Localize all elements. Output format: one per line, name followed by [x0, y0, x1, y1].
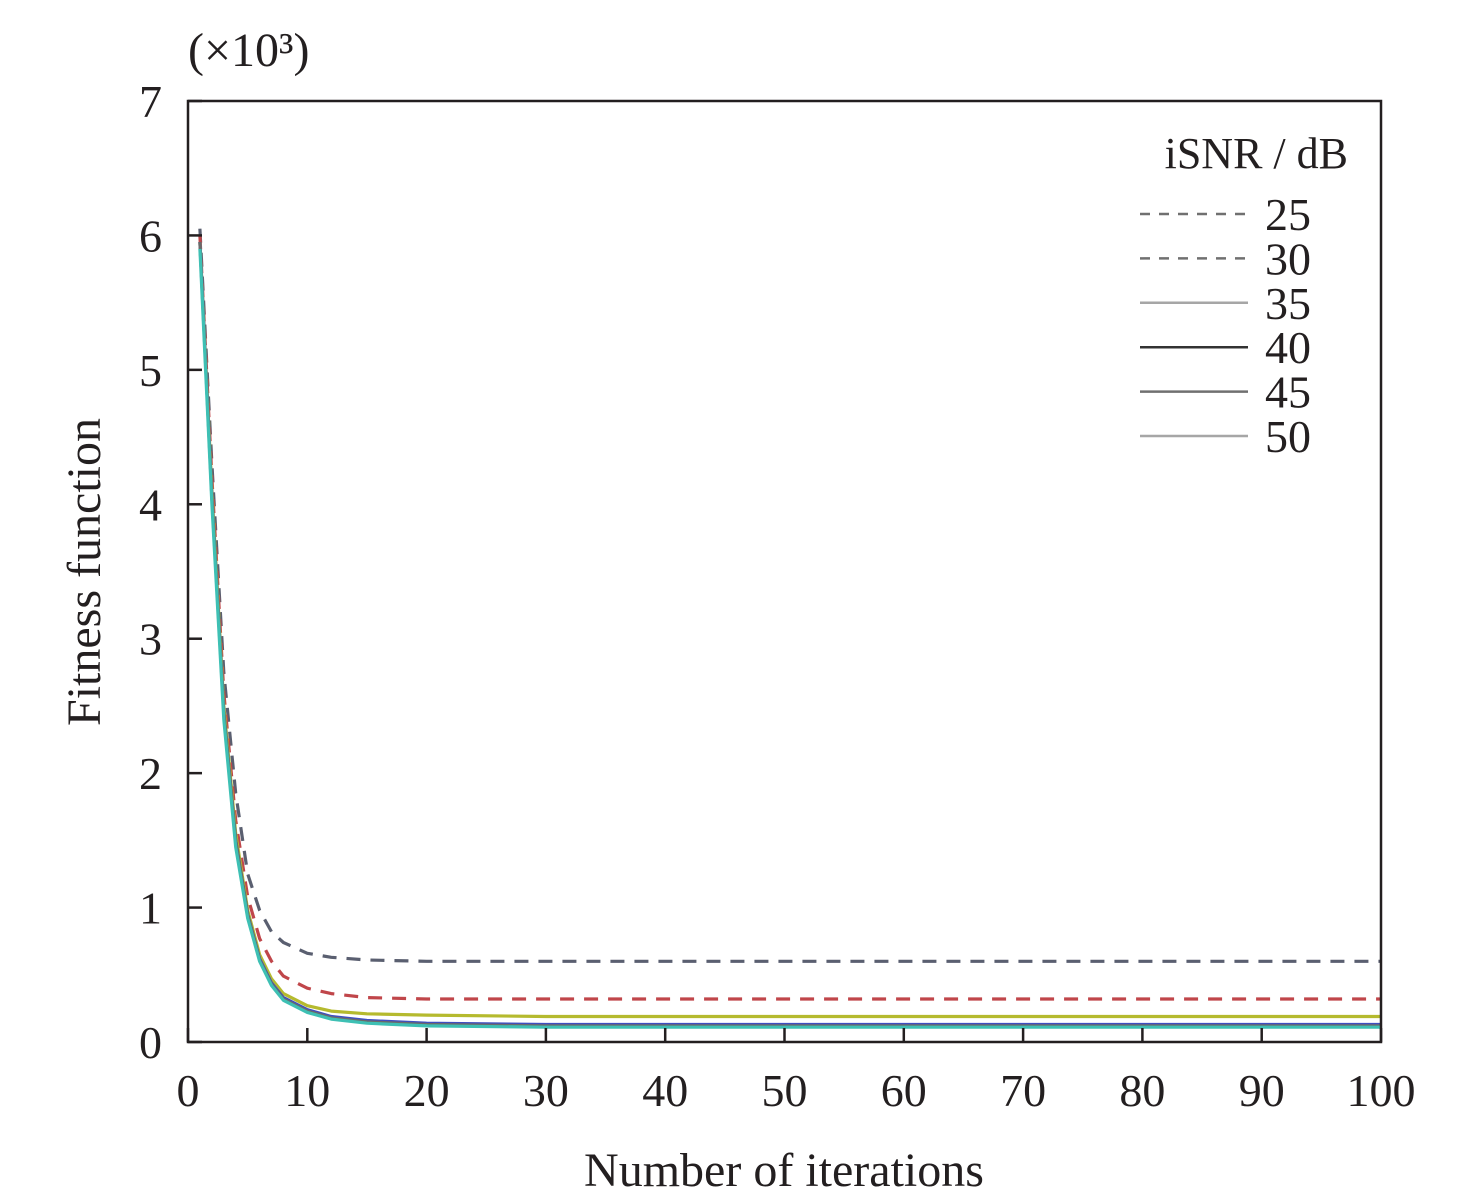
- series-line-35: [198, 242, 1381, 1019]
- y-tick-label: 5: [139, 345, 162, 396]
- x-tick-label: 90: [1239, 1065, 1285, 1116]
- y-tick-label: 3: [139, 614, 162, 665]
- x-tick-label: 40: [642, 1065, 688, 1116]
- y-axis-multiplier: (×10³): [188, 24, 309, 77]
- y-tick-label: 4: [139, 479, 162, 530]
- legend-label-30: 30: [1265, 233, 1311, 284]
- y-tick-label: 0: [139, 1017, 162, 1068]
- series-line-25: [198, 228, 1381, 963]
- y-axis-ticks: 0 1 2 3 4 5 6 7: [139, 76, 202, 1068]
- x-tick-label: 60: [881, 1065, 927, 1116]
- x-tick-label: 70: [1000, 1065, 1046, 1116]
- legend-label-45: 45: [1265, 367, 1311, 418]
- y-tick-label: 2: [139, 748, 162, 799]
- x-tick-label: 80: [1119, 1065, 1165, 1116]
- x-tick-label: 100: [1347, 1065, 1416, 1116]
- legend-label-50: 50: [1265, 411, 1311, 462]
- series-line-45: [198, 242, 1381, 1028]
- y-tick-label: 7: [139, 76, 162, 127]
- plot-frame: [186, 99, 1383, 1044]
- legend-label-40: 40: [1265, 322, 1311, 373]
- x-tick-label: 50: [762, 1065, 808, 1116]
- x-tick-label: 30: [523, 1065, 569, 1116]
- legend-label-35: 35: [1265, 278, 1311, 329]
- y-tick-label: 6: [139, 210, 162, 261]
- x-axis-title: Number of iterations: [584, 1144, 984, 1197]
- legend-label-25: 25: [1265, 189, 1311, 240]
- legend-title: iSNR / dB: [1165, 129, 1348, 178]
- x-tick-label: 20: [404, 1065, 450, 1116]
- x-tick-label: 0: [177, 1065, 200, 1116]
- x-tick-label: 10: [284, 1065, 330, 1116]
- series-line-40: [198, 242, 1381, 1027]
- x-axis-ticks: 0 10 20 30 40 50 60 70 80 90 100: [177, 1028, 1416, 1116]
- series-layer: [198, 228, 1381, 1029]
- y-tick-label: 1: [139, 883, 162, 934]
- series-line-50: [198, 248, 1381, 1029]
- series-line-30: [198, 235, 1381, 1001]
- y-axis-title: Fitness function: [58, 418, 111, 726]
